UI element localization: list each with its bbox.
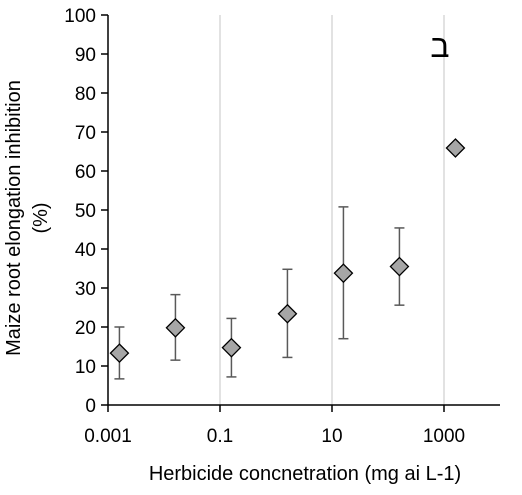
y-tick-label: 10 [75, 357, 96, 378]
data-markers [109, 138, 466, 364]
gridlines [219, 15, 445, 405]
data-point-marker [109, 343, 130, 364]
y-tick-label: 30 [75, 279, 96, 300]
y-axis-title-line-2: (%) [30, 202, 52, 233]
data-point-marker [389, 256, 410, 277]
y-tick-label: 70 [75, 123, 96, 144]
x-axis-title: Herbicide concnetration (mg ai L-1) [149, 463, 461, 485]
data-point-marker [445, 138, 466, 158]
y-tick-label: 100 [64, 6, 96, 27]
y-tick-label: 60 [75, 162, 96, 183]
data-point-marker [221, 337, 242, 358]
error-bars [114, 206, 405, 380]
x-tick-label: 1000 [423, 426, 465, 447]
y-tick-label: 0 [85, 396, 96, 417]
y-tick-label: 90 [75, 45, 96, 66]
data-point-marker [333, 263, 354, 284]
panel-label: ב [430, 28, 449, 64]
x-tick-label: 10 [321, 426, 342, 447]
y-tick-label: 80 [75, 84, 96, 105]
x-tick-label: 0.001 [84, 426, 132, 447]
x-tick-label: 0.1 [207, 426, 233, 447]
y-axis-title-line-1: Maize root elongation inhibition [3, 80, 25, 356]
y-tick-label: 50 [75, 201, 96, 222]
data-point-marker [277, 303, 298, 324]
axes: 0 10 20 30 40 50 60 70 80 90 100 0.001 0.1 10 1000 [64, 6, 500, 447]
labels: ב Herbicide concnetration (mg ai L-1) Ma… [3, 28, 461, 485]
y-tick-label: 40 [75, 240, 96, 261]
data-point-marker [165, 317, 186, 338]
y-tick-label: 20 [75, 318, 96, 339]
